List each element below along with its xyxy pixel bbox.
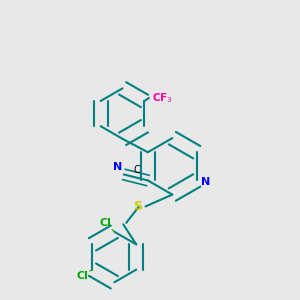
Text: N: N bbox=[201, 177, 211, 187]
Text: C: C bbox=[134, 165, 140, 175]
Text: N: N bbox=[113, 162, 123, 172]
Text: Cl: Cl bbox=[76, 271, 88, 281]
Text: S: S bbox=[134, 200, 142, 213]
Text: Cl: Cl bbox=[100, 218, 111, 228]
Text: CF$_3$: CF$_3$ bbox=[152, 91, 173, 105]
